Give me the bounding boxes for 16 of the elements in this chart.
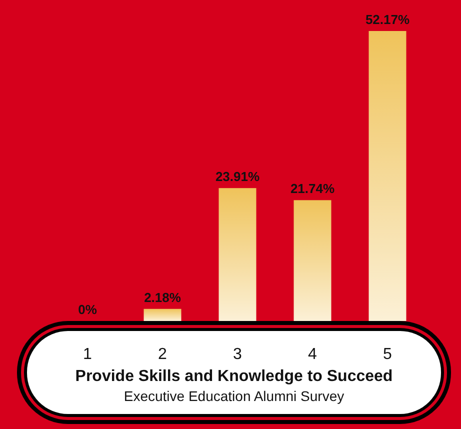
data-label: 23.91% bbox=[215, 169, 260, 184]
data-label: 21.74% bbox=[290, 181, 335, 196]
bar bbox=[144, 308, 182, 321]
x-tick-label: 5 bbox=[383, 346, 392, 363]
x-tick-label: 3 bbox=[233, 346, 242, 363]
data-label: 52.17% bbox=[365, 12, 410, 27]
text: Executive Education Alumni Survey bbox=[124, 388, 344, 404]
bar bbox=[368, 31, 406, 321]
x-tick-label: 4 bbox=[308, 346, 318, 363]
text: Provide Skills and Knowledge to Succeed bbox=[75, 368, 393, 385]
data-label: 2.18% bbox=[144, 290, 182, 305]
x-tick-label: 1 bbox=[83, 346, 92, 363]
x-tick-label: 2 bbox=[158, 346, 168, 363]
bar bbox=[218, 188, 256, 321]
data-label: 0% bbox=[78, 302, 98, 317]
bar bbox=[294, 200, 332, 321]
